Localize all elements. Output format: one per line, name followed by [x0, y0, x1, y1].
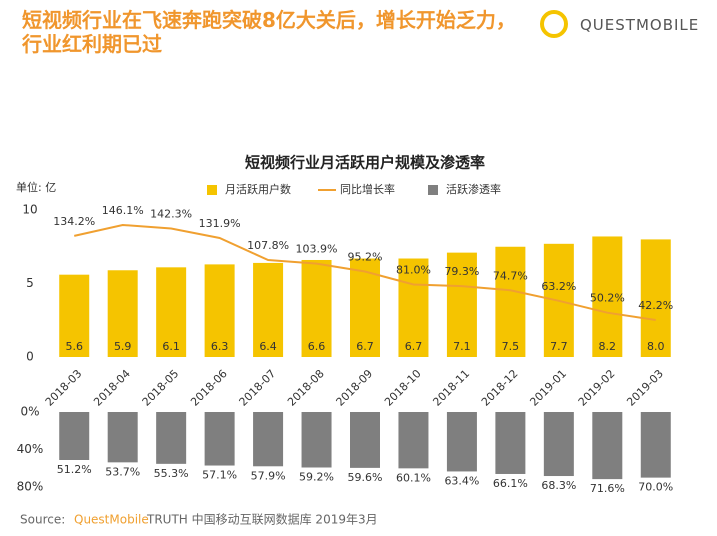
data-label: 57.9% — [251, 469, 286, 482]
penetration-bar — [301, 412, 332, 468]
data-label: 107.8% — [247, 239, 289, 252]
bar — [495, 246, 526, 357]
penetration-bar — [59, 412, 90, 460]
data-label: 59.2% — [299, 471, 334, 484]
data-label: 79.3% — [444, 265, 479, 278]
data-label: 142.3% — [150, 207, 192, 220]
x-tick-label: 2019-01 — [527, 367, 569, 409]
legend-label: 活跃渗透率 — [446, 182, 501, 196]
penetration-bar — [543, 412, 574, 477]
x-tick-label: 2018-05 — [140, 367, 182, 409]
logo-icon — [540, 10, 568, 38]
penetration-bar — [495, 412, 526, 474]
data-label: 74.7% — [493, 269, 528, 282]
x-tick-label: 2018-03 — [43, 367, 85, 409]
data-label: 5.9 — [114, 340, 132, 353]
data-label: 71.6% — [590, 482, 625, 495]
x-tick-label: 2018-11 — [430, 367, 472, 409]
penetration-bar — [107, 412, 138, 463]
data-label: 81.0% — [396, 264, 431, 277]
data-label: 59.6% — [348, 471, 383, 484]
data-label: 51.2% — [57, 463, 92, 476]
data-label: 146.1% — [102, 204, 144, 217]
data-label: 95.2% — [348, 251, 383, 264]
bar — [301, 259, 332, 357]
y2-tick-label: 0% — [20, 405, 39, 419]
penetration-bar — [640, 412, 671, 478]
bar — [59, 274, 90, 357]
data-label: 6.3 — [211, 340, 229, 353]
data-label: 63.4% — [444, 474, 479, 487]
source-brand: QuestMobile — [74, 513, 149, 527]
y-tick-label: 5 — [26, 276, 34, 290]
source-text: TRUTH 中国移动互联网数据库 2019年3月 — [146, 512, 378, 527]
legend-label: 同比增长率 — [340, 182, 395, 196]
data-label: 63.2% — [541, 280, 576, 293]
legend-swatch — [207, 185, 217, 195]
bar — [398, 258, 429, 357]
bar — [640, 239, 671, 357]
y2-tick-label: 80% — [17, 480, 44, 494]
growth-line — [74, 223, 656, 321]
data-label: 70.0% — [638, 481, 673, 494]
y2-tick-label: 40% — [17, 442, 44, 456]
penetration-bar — [156, 412, 187, 464]
data-label: 8.2 — [599, 340, 617, 353]
x-tick-label: 2018-08 — [285, 367, 327, 409]
data-label: 7.5 — [502, 340, 520, 353]
source-prefix: Source: — [20, 513, 65, 527]
bar — [204, 264, 235, 357]
data-label: 6.7 — [405, 340, 423, 353]
data-label: 68.3% — [541, 479, 576, 492]
penetration-bar — [398, 412, 429, 469]
data-label: 6.1 — [162, 340, 180, 353]
x-tick-label: 2018-10 — [382, 367, 424, 409]
data-label: 7.7 — [550, 340, 568, 353]
y-tick-label: 0 — [26, 350, 34, 364]
data-label: 50.2% — [590, 292, 625, 305]
penetration-bar — [350, 412, 380, 468]
x-tick-label: 2018-09 — [334, 367, 376, 409]
y-tick-label: 10 — [22, 203, 37, 217]
data-label: 60.1% — [396, 471, 431, 484]
legend-swatch — [428, 185, 438, 195]
data-label: 53.7% — [105, 465, 140, 478]
bar — [446, 252, 477, 357]
data-label: 57.1% — [202, 469, 237, 482]
x-tick-label: 2019-03 — [624, 367, 666, 409]
x-tick-label: 2018-04 — [91, 367, 133, 409]
bar — [592, 236, 623, 357]
data-label: 55.3% — [154, 467, 189, 480]
penetration-bar — [592, 412, 623, 480]
data-label: 6.7 — [356, 340, 374, 353]
x-tick-label: 2019-02 — [576, 367, 618, 409]
data-label: 6.6 — [308, 340, 326, 353]
penetration-bar — [253, 412, 284, 467]
penetration-bar — [204, 412, 235, 466]
bar — [107, 270, 138, 357]
legend-label: 月活跃用户数 — [225, 182, 291, 196]
x-tick-label: 2018-06 — [188, 367, 230, 409]
data-label: 134.2% — [53, 215, 95, 228]
data-label: 103.9% — [296, 243, 338, 256]
data-label: 66.1% — [493, 477, 528, 490]
data-label: 7.1 — [453, 340, 471, 353]
x-tick-label: 2018-12 — [479, 367, 521, 409]
data-label: 5.6 — [65, 340, 83, 353]
y-axis-label: 单位: 亿 — [16, 180, 56, 194]
data-label: 6.4 — [259, 340, 277, 353]
bar — [156, 267, 187, 357]
penetration-bar — [446, 412, 477, 472]
data-label: 131.9% — [199, 217, 241, 230]
page-title: 短视频行业在飞速奔跑突破8亿大关后，增长开始乏力，行业红利期已过 — [22, 8, 516, 56]
chart-title: 短视频行业月活跃用户规模及渗透率 — [245, 154, 485, 172]
data-label: 8.0 — [647, 340, 665, 353]
data-label: 42.2% — [638, 299, 673, 312]
x-tick-label: 2018-07 — [237, 367, 279, 409]
logo: QUESTMOBILE — [580, 16, 700, 34]
bar — [253, 262, 284, 357]
